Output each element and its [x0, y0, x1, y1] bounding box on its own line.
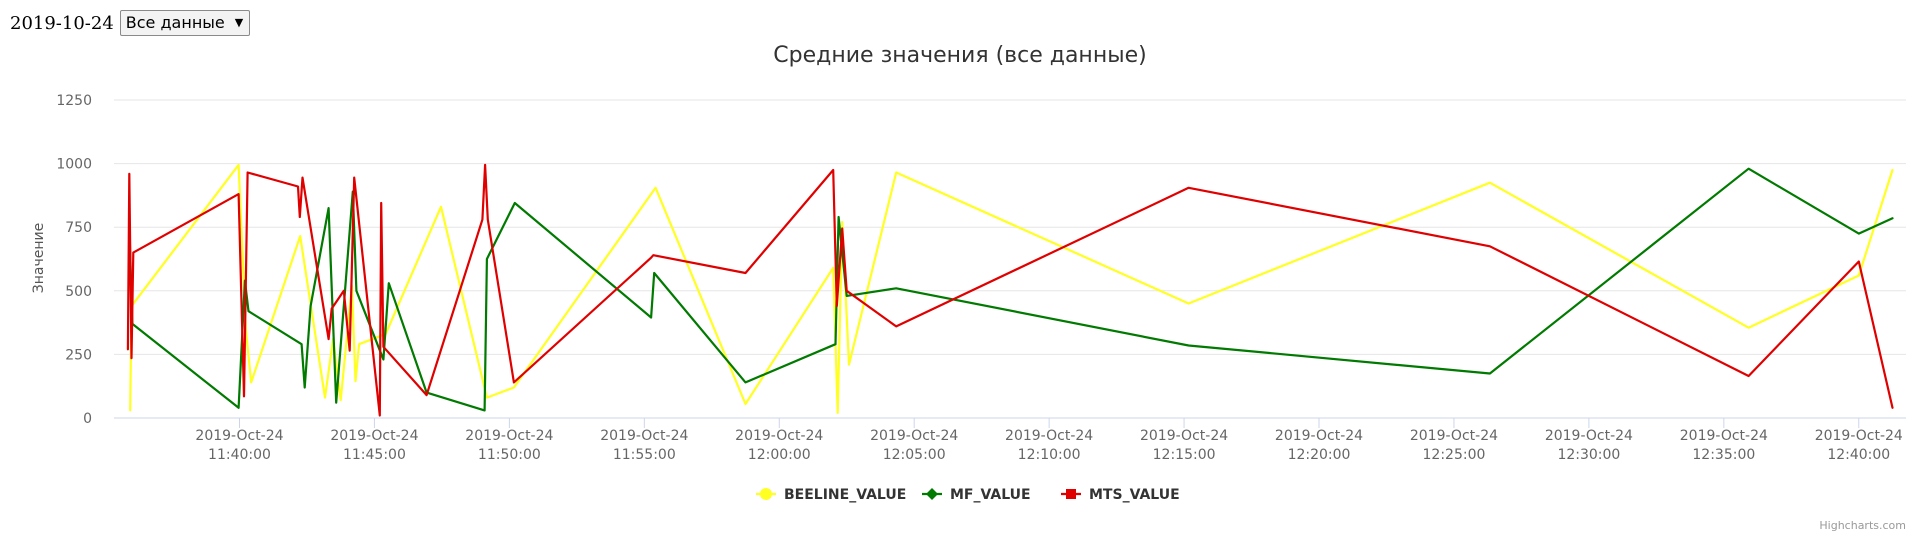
data-range-select[interactable]: Все данные ▼ — [119, 10, 251, 36]
legend-item-mts-value[interactable]: MTS_VALUE — [1061, 487, 1180, 503]
x-tick-label-time: 12:10:00 — [1018, 447, 1081, 463]
x-tick-label-time: 12:35:00 — [1692, 447, 1755, 463]
x-tick-label-date: 2019-Oct-24 — [1815, 428, 1903, 444]
legend: BEELINE_VALUE MF_VALUE MTS_VALUE — [756, 487, 1180, 503]
series-line-mts-value — [126, 163, 1894, 417]
series-lines — [126, 163, 1894, 417]
y-tick-label: 1000 — [56, 157, 92, 173]
x-tick-label-time: 12:20:00 — [1288, 447, 1351, 463]
legend-item-beeline-value[interactable]: BEELINE_VALUE — [756, 487, 906, 503]
credits-link[interactable]: Highcharts.com — [1819, 519, 1906, 532]
x-tick-label-date: 2019-Oct-24 — [1140, 428, 1228, 444]
x-tick-label-date: 2019-Oct-24 — [465, 428, 553, 444]
legend-label: BEELINE_VALUE — [784, 487, 906, 503]
x-tick-label-date: 2019-Oct-24 — [1410, 428, 1498, 444]
x-tick-label-time: 12:00:00 — [748, 447, 811, 463]
series-line-mf-value — [128, 167, 1894, 412]
y-tick-label: 0 — [83, 411, 92, 427]
x-tick-label-time: 12:15:00 — [1153, 447, 1216, 463]
legend-square-marker — [1066, 489, 1076, 499]
y-tick-label: 750 — [65, 220, 92, 236]
toolbar: 2019-10-24 Все данные ▼ — [10, 10, 251, 36]
x-tick-label-date: 2019-Oct-24 — [735, 428, 823, 444]
data-range-select-value: Все данные — [125, 13, 225, 32]
x-tick-label-date: 2019-Oct-24 — [1275, 428, 1363, 444]
legend-circle-marker — [760, 488, 772, 500]
y-tick-label: 1250 — [56, 93, 92, 109]
legend-label: MTS_VALUE — [1089, 487, 1180, 503]
x-tick-label-date: 2019-Oct-24 — [870, 428, 958, 444]
x-axis: 2019-Oct-24 11:40:00 2019-Oct-24 11:45:00 20… — [114, 417, 1906, 463]
x-tick-label-time: 12:25:00 — [1423, 447, 1486, 463]
x-tick-label-date: 2019-Oct-24 — [1545, 428, 1633, 444]
x-tick-label-date: 2019-Oct-24 — [195, 428, 283, 444]
line-chart: Средние значения (все данные) 0 250 500 750… — [31, 43, 1906, 532]
chart-title: Средние значения (все данные) — [773, 43, 1146, 68]
x-tick-label-time: 11:55:00 — [613, 447, 676, 463]
y-tick-label: 250 — [65, 347, 92, 363]
x-tick-label-time: 11:50:00 — [478, 447, 541, 463]
x-tick-label-date: 2019-Oct-24 — [1680, 428, 1768, 444]
x-tick-label-time: 11:45:00 — [343, 447, 406, 463]
x-tick-label-date: 2019-Oct-24 — [1005, 428, 1093, 444]
legend-item-mf-value[interactable]: MF_VALUE — [922, 487, 1031, 503]
x-tick-label-date: 2019-Oct-24 — [600, 428, 688, 444]
legend-diamond-marker — [926, 488, 938, 500]
legend-label: MF_VALUE — [950, 487, 1031, 503]
x-tick-label-time: 12:05:00 — [883, 447, 946, 463]
y-axis-title: Значение — [31, 223, 47, 293]
x-tick-label-time: 11:40:00 — [208, 447, 271, 463]
x-tick-label-date: 2019-Oct-24 — [330, 428, 418, 444]
date-label: 2019-10-24 — [10, 12, 114, 34]
y-axis: 0 250 500 750 1000 1250 — [56, 93, 92, 427]
x-tick-label-time: 12:30:00 — [1557, 447, 1620, 463]
x-tick-label-time: 12:40:00 — [1827, 447, 1890, 463]
series-line-beeline-value — [129, 163, 1894, 414]
chevron-down-icon: ▼ — [234, 16, 244, 29]
y-tick-label: 500 — [65, 284, 92, 300]
